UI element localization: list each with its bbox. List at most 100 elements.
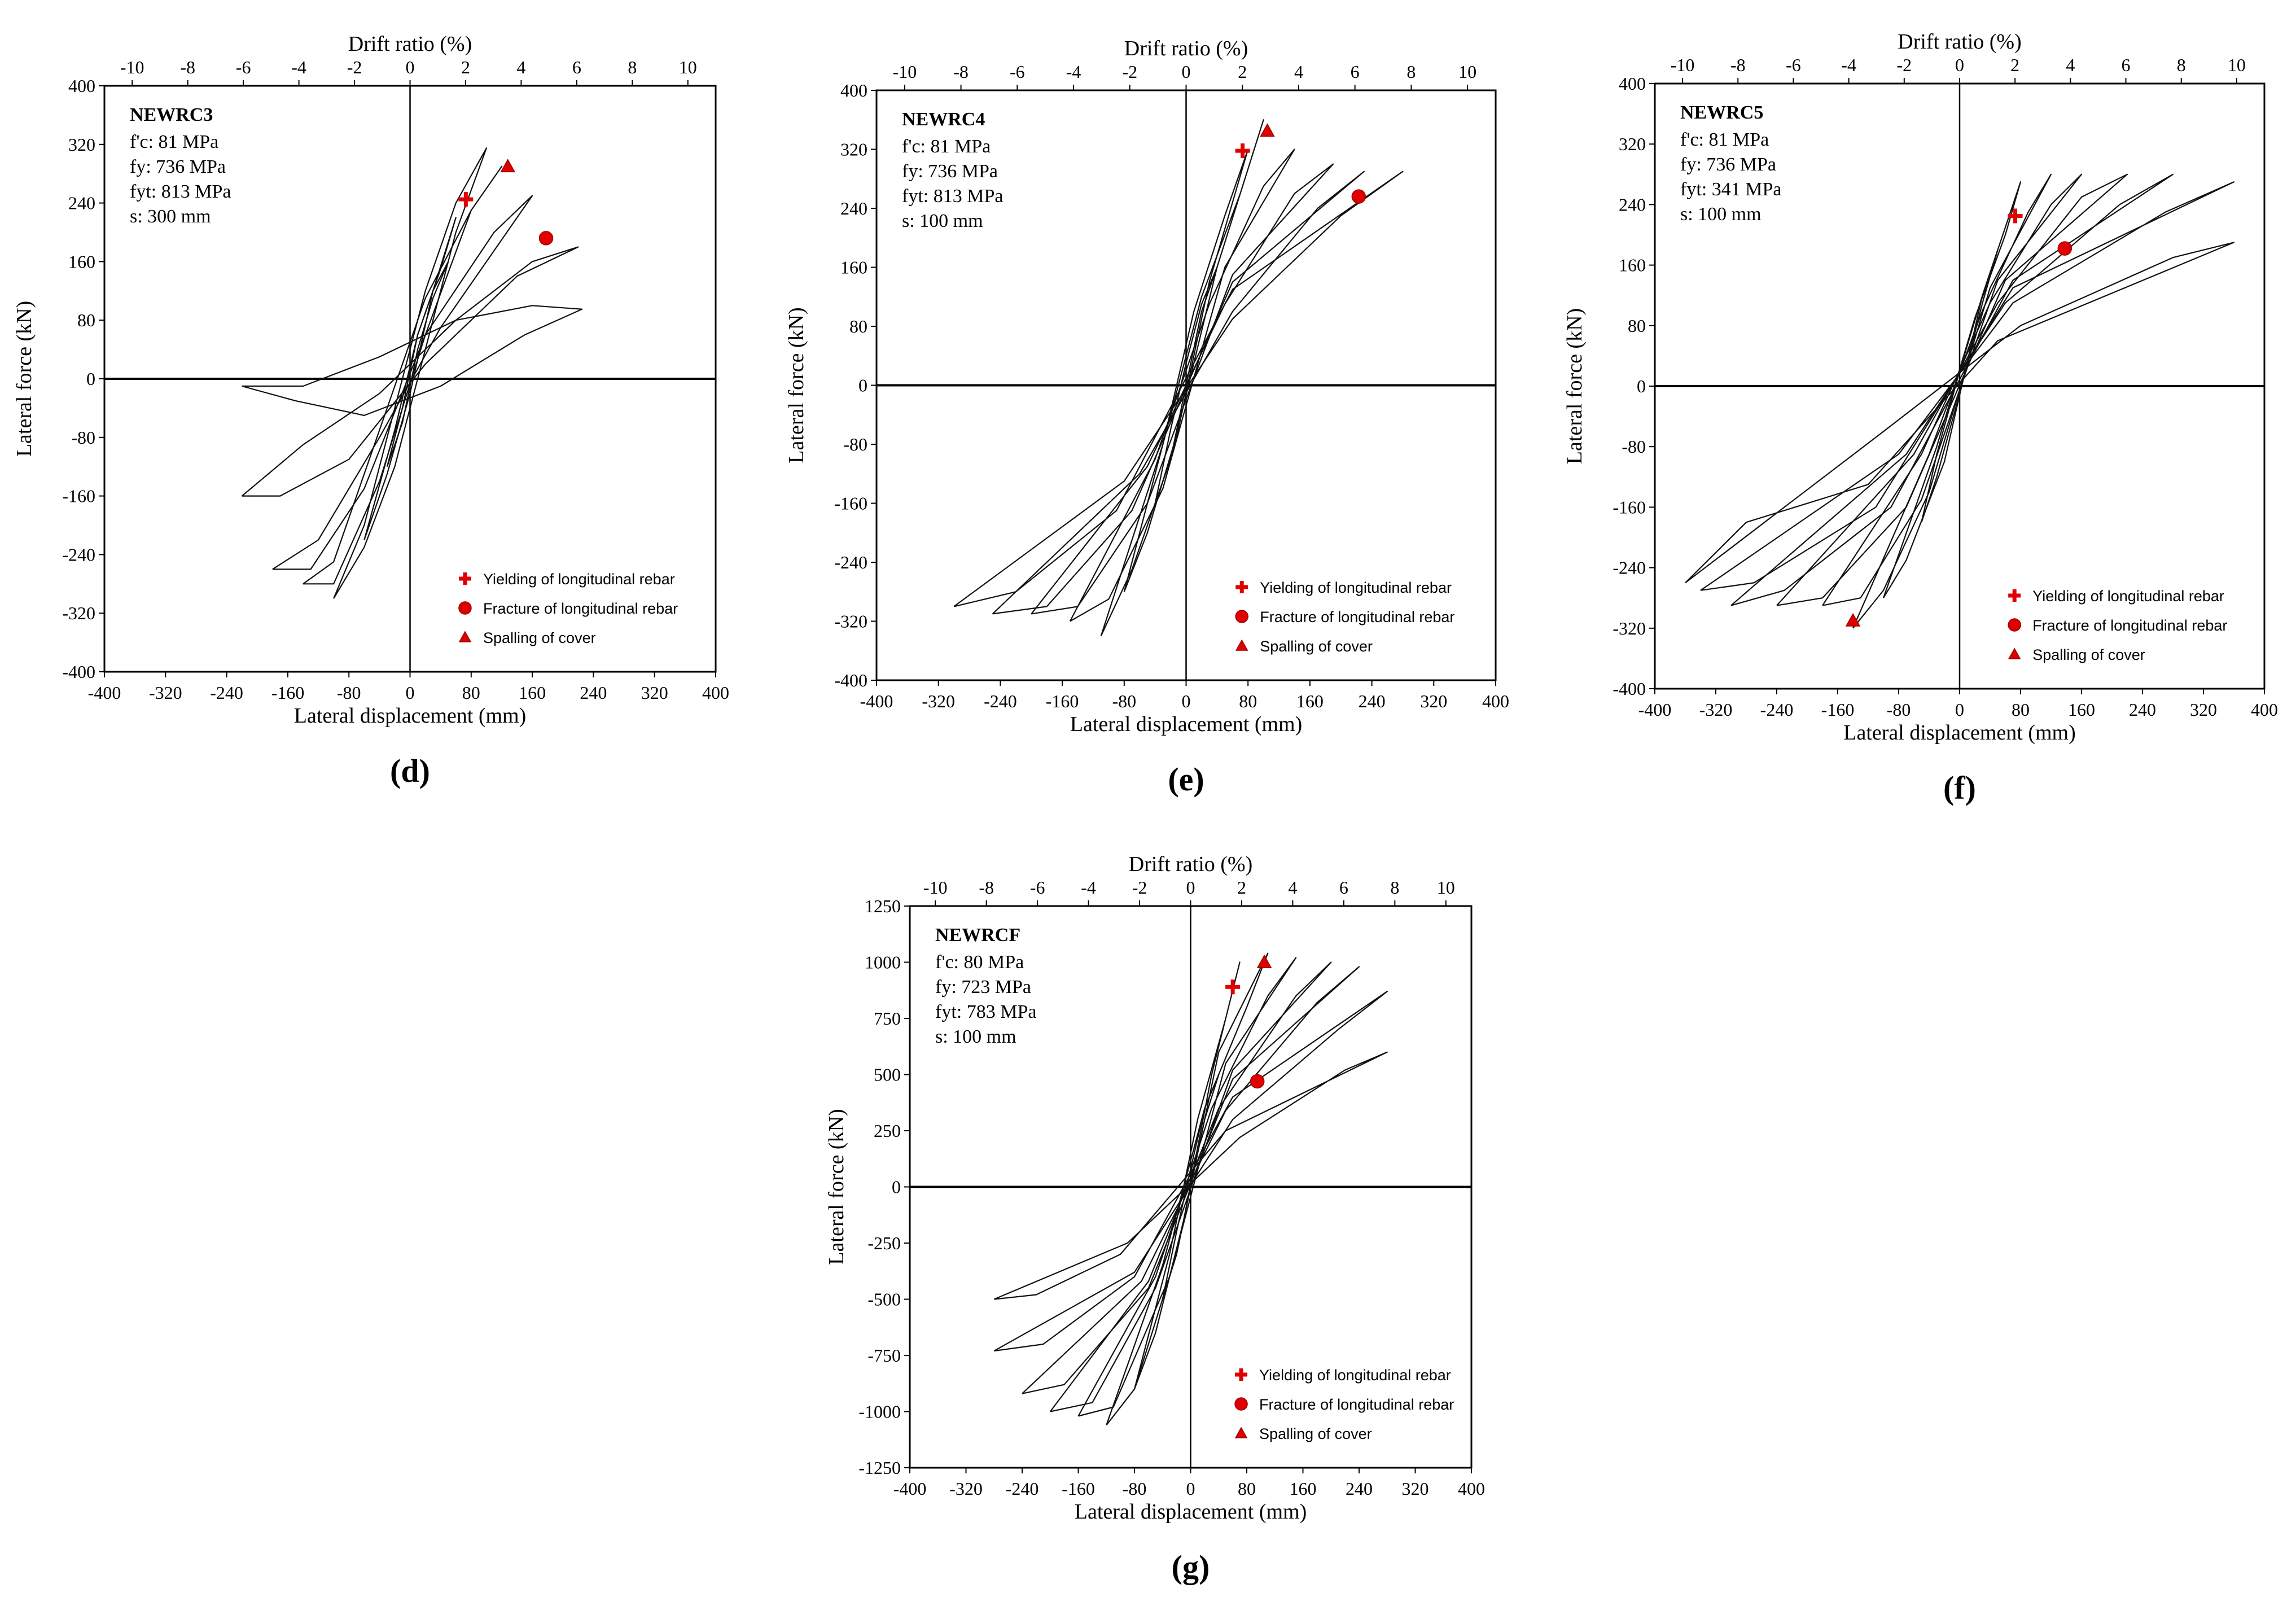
- fracture-marker: [2057, 241, 2072, 256]
- y-tick-label: 400: [68, 76, 95, 96]
- x-tick-label: 400: [2251, 699, 2278, 720]
- top-tick-label: -8: [979, 877, 994, 898]
- specimen-property: s: 100 mm: [902, 211, 983, 231]
- hysteresis-cycle-6: [1730, 173, 2174, 606]
- hysteresis-cycle-2: [363, 217, 457, 540]
- top-tick-label: -2: [347, 57, 362, 77]
- spalling-marker: [1256, 954, 1272, 968]
- x-tick-label: 320: [1402, 1478, 1429, 1499]
- y-tick-label: -240: [1613, 558, 1646, 578]
- y-tick-label: 1250: [865, 896, 901, 916]
- top-tick-label: 4: [516, 57, 525, 77]
- x-tick-label: -320: [149, 683, 182, 703]
- specimen-property: fyt: 813 MPa: [902, 186, 1003, 207]
- hysteresis-curves: [953, 119, 1404, 637]
- x-tick-label: 80: [1239, 691, 1257, 711]
- top-tick-label: 0: [1955, 55, 1964, 75]
- specimen-property: f'c: 80 MPa: [935, 952, 1024, 973]
- y-axis-label: Lateral force (kN): [1563, 308, 1587, 464]
- x-tick-label: 240: [1359, 691, 1386, 711]
- x-tick-label: -80: [337, 683, 361, 703]
- hysteresis-cycle-3: [333, 147, 487, 599]
- legend: Yielding of longitudinal rebar Fracture o…: [458, 571, 678, 646]
- x-tick-label: 0: [1182, 691, 1191, 711]
- x-tick-label: -400: [88, 683, 121, 703]
- y-tick-label: -400: [62, 662, 95, 682]
- top-axis-label: Drift ratio (%): [1129, 852, 1252, 876]
- hysteresis-cycle-2: [1133, 961, 1241, 1390]
- hysteresis-cycle-6: [992, 170, 1365, 615]
- x-tick-label: 320: [1420, 691, 1447, 711]
- top-tick-label: 0: [1186, 877, 1195, 898]
- y-tick-label: -1250: [858, 1458, 901, 1478]
- hysteresis-curves: [1685, 173, 2235, 629]
- x-tick-label: 160: [1290, 1478, 1317, 1499]
- fracture-marker: [1250, 1074, 1265, 1089]
- x-tick-label: -320: [949, 1478, 983, 1499]
- hysteresis-cycle-2: [1882, 181, 2022, 598]
- top-tick-label: -6: [236, 57, 251, 77]
- legend-spalling-marker: [1234, 1427, 1248, 1438]
- y-tick-label: -320: [1613, 618, 1646, 638]
- panel-f: -400 -320 -240 -160 -80 0 80 160 240 320 400-10 -8-…: [1563, 30, 2278, 806]
- x-tick-label: -320: [1699, 699, 1733, 720]
- top-tick-label: 6: [572, 57, 581, 77]
- y-tick-label: 400: [840, 80, 867, 100]
- legend-label: Spalling of cover: [1260, 638, 1373, 655]
- y-tick-label: -240: [62, 544, 95, 565]
- y-tick-label: -750: [867, 1345, 901, 1366]
- x-axis-label: Lateral displacement (mm): [294, 704, 527, 728]
- y-tick-label: -400: [1613, 679, 1646, 699]
- hysteresis-curves: [993, 952, 1388, 1426]
- top-tick-label: 4: [2066, 55, 2075, 75]
- top-tick-label: -8: [180, 57, 195, 77]
- specimen-property: fyt: 341 MPa: [1680, 179, 1781, 200]
- x-tick-label: 160: [519, 683, 546, 703]
- y-tick-label: 160: [68, 251, 95, 272]
- x-tick-label: -160: [1046, 691, 1079, 711]
- x-tick-label: 160: [1296, 691, 1324, 711]
- x-tick-label: -400: [860, 691, 893, 711]
- y-tick-label: 0: [892, 1177, 901, 1197]
- top-tick-label: 10: [1437, 877, 1455, 898]
- x-tick-label: -80: [1887, 699, 1911, 720]
- top-tick-label: 10: [1458, 62, 1476, 82]
- y-tick-label: 320: [68, 134, 95, 155]
- y-tick-label: -400: [834, 670, 867, 690]
- x-tick-label: -240: [1006, 1478, 1039, 1499]
- top-tick-label: -2: [1122, 62, 1137, 82]
- y-tick-label: 0: [858, 375, 867, 396]
- hysteresis-cycle-8: [993, 1051, 1388, 1300]
- legend: Yielding of longitudinal rebar Fracture o…: [1235, 579, 1454, 655]
- specimen-name: NEWRC4: [902, 109, 985, 130]
- specimen-property: f'c: 81 MPa: [902, 136, 991, 157]
- legend-label: Yielding of longitudinal rebar: [2032, 588, 2224, 605]
- legend-label: Spalling of cover: [1259, 1425, 1372, 1442]
- specimen-name: NEWRC5: [1680, 102, 1763, 123]
- legend-label: Spalling of cover: [483, 629, 596, 646]
- specimen-property: s: 100 mm: [1680, 204, 1762, 225]
- top-tick-label: -10: [893, 62, 917, 82]
- x-tick-label: 0: [406, 683, 415, 703]
- legend-label: Yielding of longitudinal rebar: [1259, 1367, 1451, 1384]
- x-tick-label: 80: [462, 683, 480, 703]
- yielding-marker: [458, 192, 474, 207]
- x-tick-label: -160: [271, 683, 305, 703]
- specimen-property: f'c: 81 MPa: [1680, 129, 1769, 150]
- yielding-marker: [1235, 143, 1250, 159]
- panel-g: -400 -320 -240 -160 -80 0 80 160 240 320 400-10 -8-…: [825, 852, 1485, 1585]
- x-tick-label: 240: [2129, 699, 2156, 720]
- top-tick-label: -4: [291, 57, 306, 77]
- x-tick-label: 0: [1186, 1478, 1195, 1499]
- y-tick-label: 80: [1628, 316, 1646, 336]
- top-tick-label: 6: [1351, 62, 1360, 82]
- specimen-name: NEWRC3: [130, 104, 213, 125]
- fracture-marker: [1351, 189, 1366, 204]
- y-tick-label: -250: [867, 1233, 901, 1253]
- y-tick-label: 320: [840, 139, 867, 160]
- x-tick-label: 320: [2190, 699, 2217, 720]
- top-tick-label: 0: [1182, 62, 1191, 82]
- top-tick-label: 0: [406, 57, 415, 77]
- top-tick-label: 2: [1238, 62, 1247, 82]
- x-axis-label: Lateral displacement (mm): [1075, 1500, 1307, 1524]
